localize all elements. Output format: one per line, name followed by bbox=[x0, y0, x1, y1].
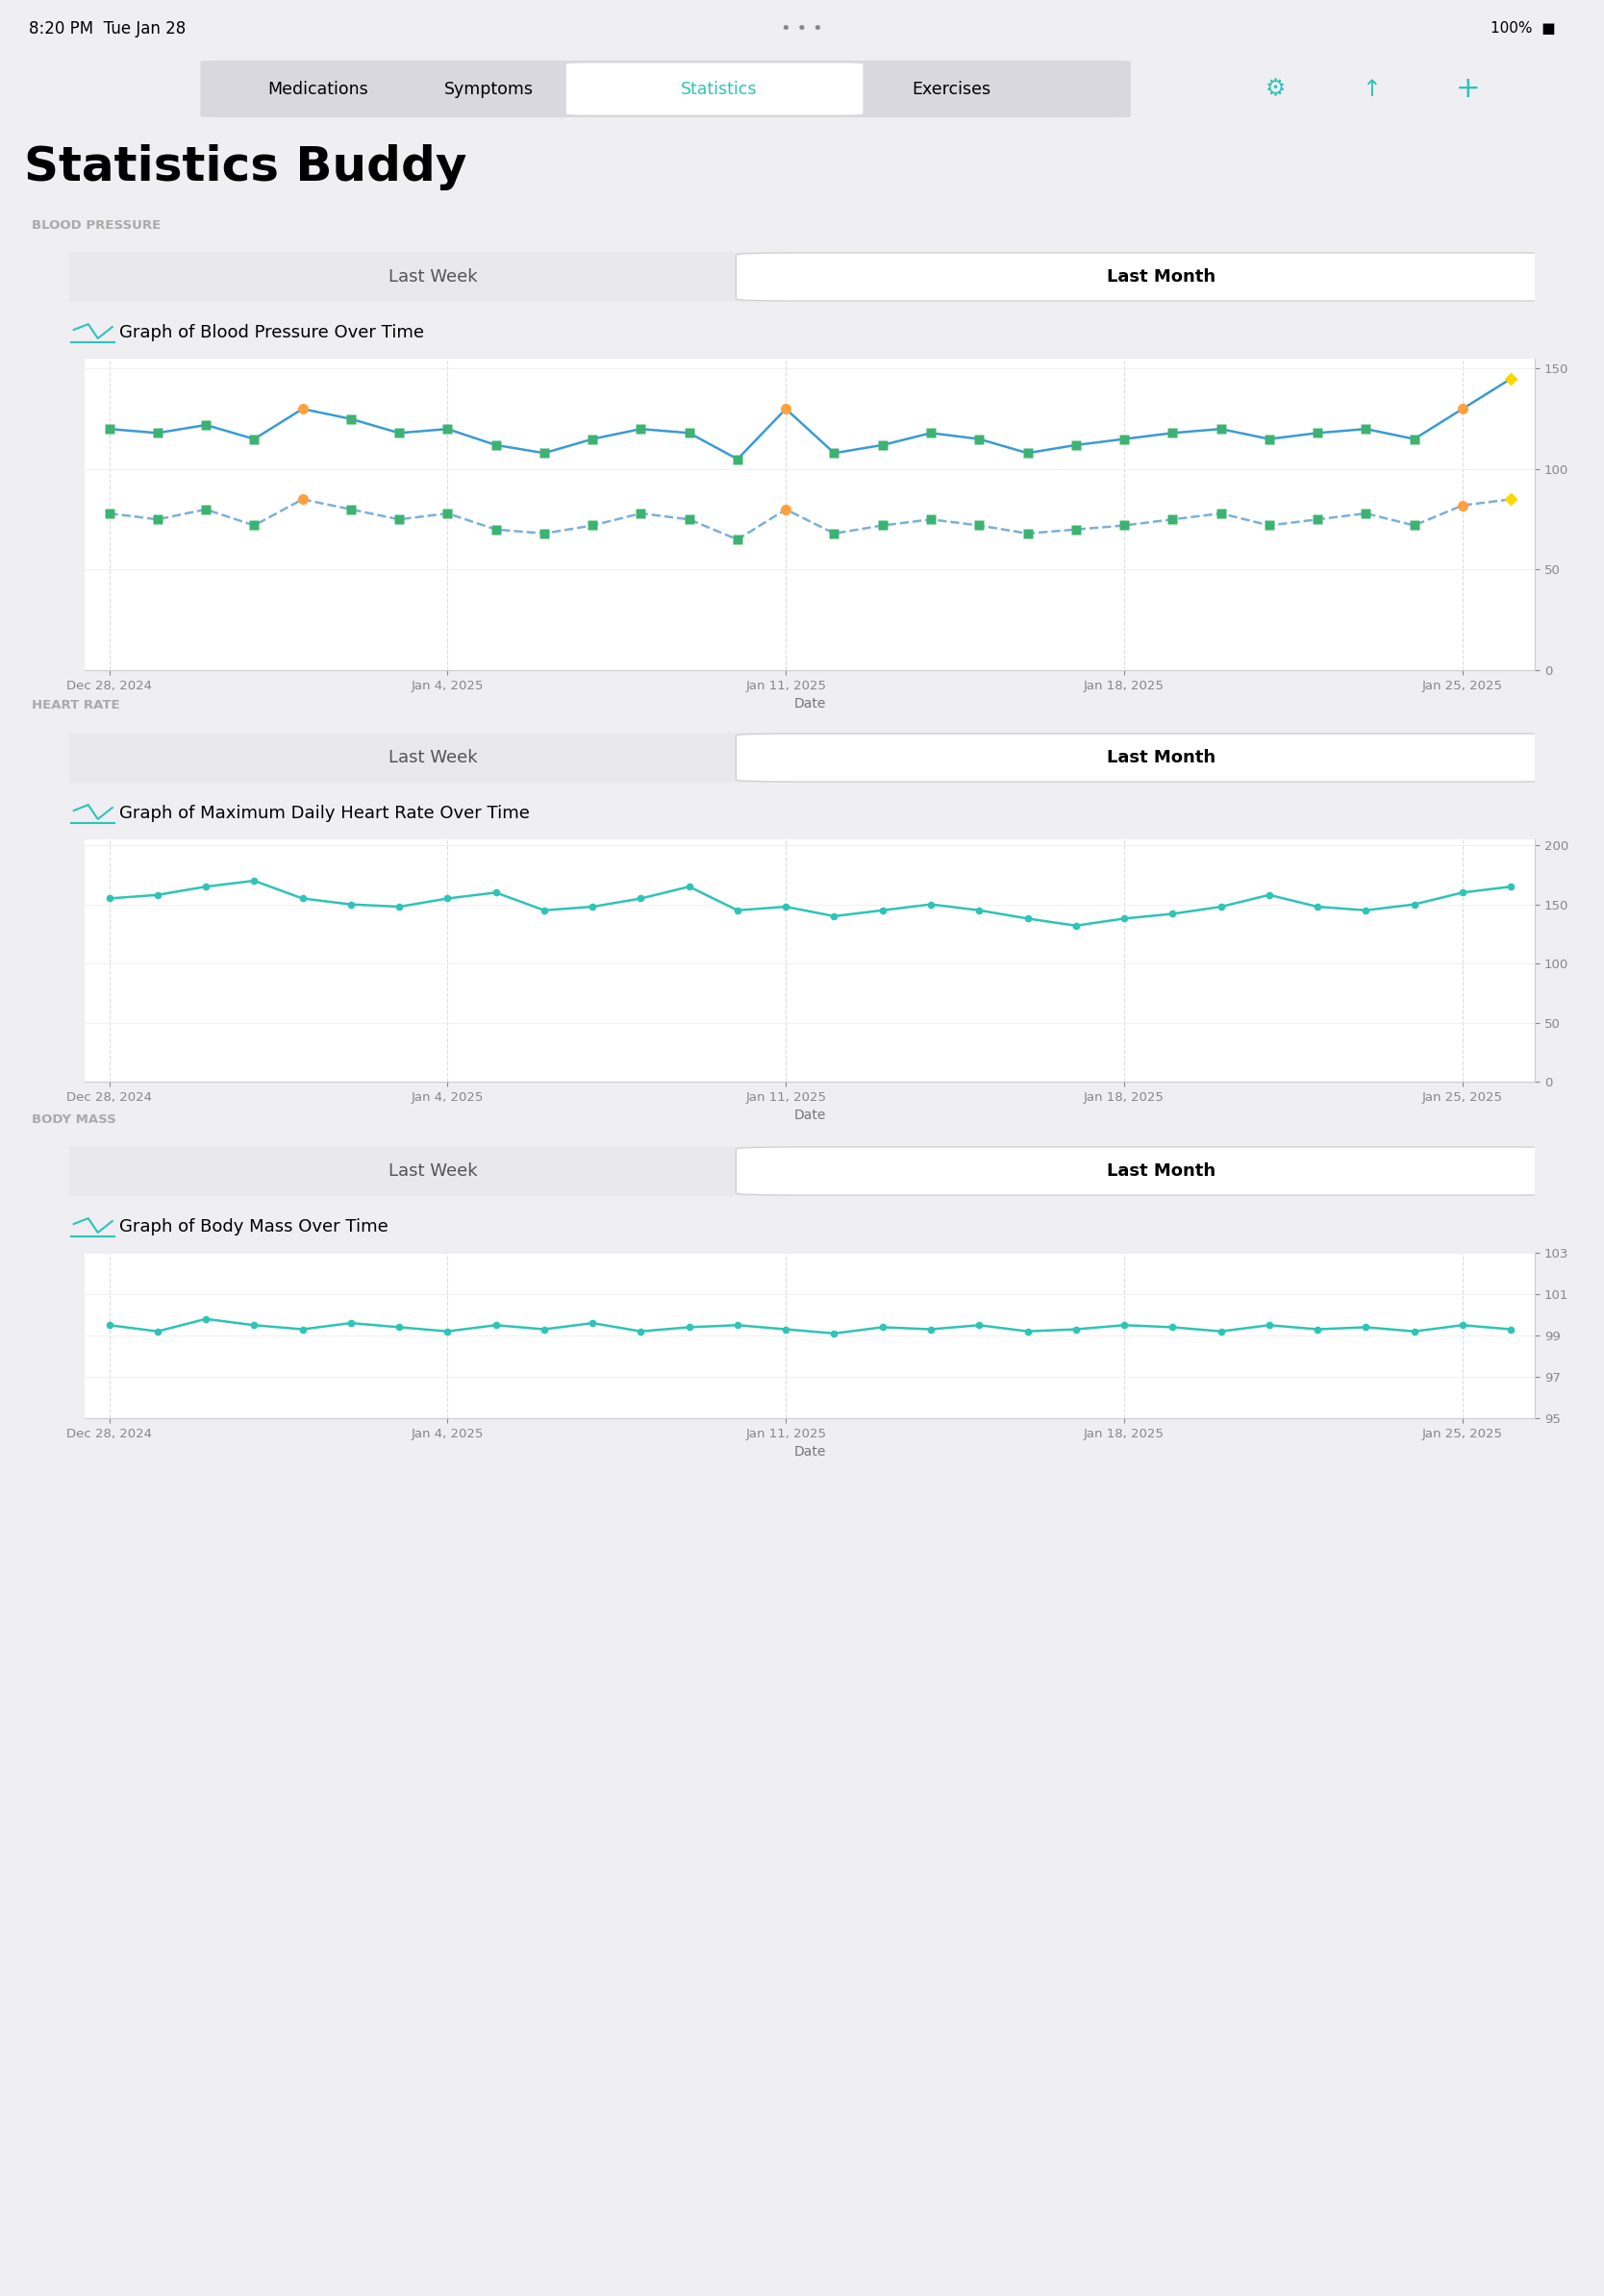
Text: Exercises: Exercises bbox=[911, 80, 991, 99]
Text: Last Month: Last Month bbox=[1107, 1162, 1216, 1180]
Text: HEART RATE: HEART RATE bbox=[32, 700, 120, 712]
Text: Statistics: Statistics bbox=[680, 80, 757, 99]
X-axis label: Date: Date bbox=[794, 698, 826, 712]
FancyBboxPatch shape bbox=[736, 1148, 1578, 1196]
FancyBboxPatch shape bbox=[10, 730, 1594, 785]
Text: Last Week: Last Week bbox=[388, 748, 476, 767]
Text: Symptoms: Symptoms bbox=[444, 80, 534, 99]
Text: BODY MASS: BODY MASS bbox=[32, 1114, 117, 1125]
Text: • • •: • • • bbox=[781, 21, 823, 37]
X-axis label: Date: Date bbox=[794, 1109, 826, 1123]
Text: Last Week: Last Week bbox=[388, 1162, 476, 1180]
Text: Graph of Maximum Daily Heart Rate Over Time: Graph of Maximum Daily Heart Rate Over T… bbox=[119, 806, 529, 822]
Text: ↑: ↑ bbox=[1362, 78, 1381, 101]
Text: Medications: Medications bbox=[268, 80, 367, 99]
FancyBboxPatch shape bbox=[566, 62, 863, 115]
Text: Last Month: Last Month bbox=[1107, 269, 1216, 285]
Text: 100%  ■: 100% ■ bbox=[1490, 21, 1556, 37]
Text: 8:20 PM  Tue Jan 28: 8:20 PM Tue Jan 28 bbox=[29, 21, 186, 37]
Text: Last Week: Last Week bbox=[388, 269, 476, 285]
Text: ⚙: ⚙ bbox=[1266, 78, 1285, 101]
Text: Statistics Buddy: Statistics Buddy bbox=[24, 145, 467, 191]
Text: Graph of Blood Pressure Over Time: Graph of Blood Pressure Over Time bbox=[119, 324, 425, 342]
FancyBboxPatch shape bbox=[10, 250, 1594, 303]
FancyBboxPatch shape bbox=[736, 735, 1578, 781]
Text: BLOOD PRESSURE: BLOOD PRESSURE bbox=[32, 218, 160, 232]
X-axis label: Date: Date bbox=[794, 1446, 826, 1458]
FancyBboxPatch shape bbox=[736, 253, 1578, 301]
Text: +: + bbox=[1455, 76, 1480, 103]
FancyBboxPatch shape bbox=[10, 1143, 1594, 1199]
Text: Last Month: Last Month bbox=[1107, 748, 1216, 767]
Legend: Normal, Elevated, Hypertension Stage 1, Hypertension Stage 2, Hypertensive Crisi: Normal, Elevated, Hypertension Stage 1, … bbox=[448, 732, 1173, 753]
Text: Graph of Body Mass Over Time: Graph of Body Mass Over Time bbox=[119, 1219, 388, 1235]
FancyBboxPatch shape bbox=[200, 60, 1131, 117]
